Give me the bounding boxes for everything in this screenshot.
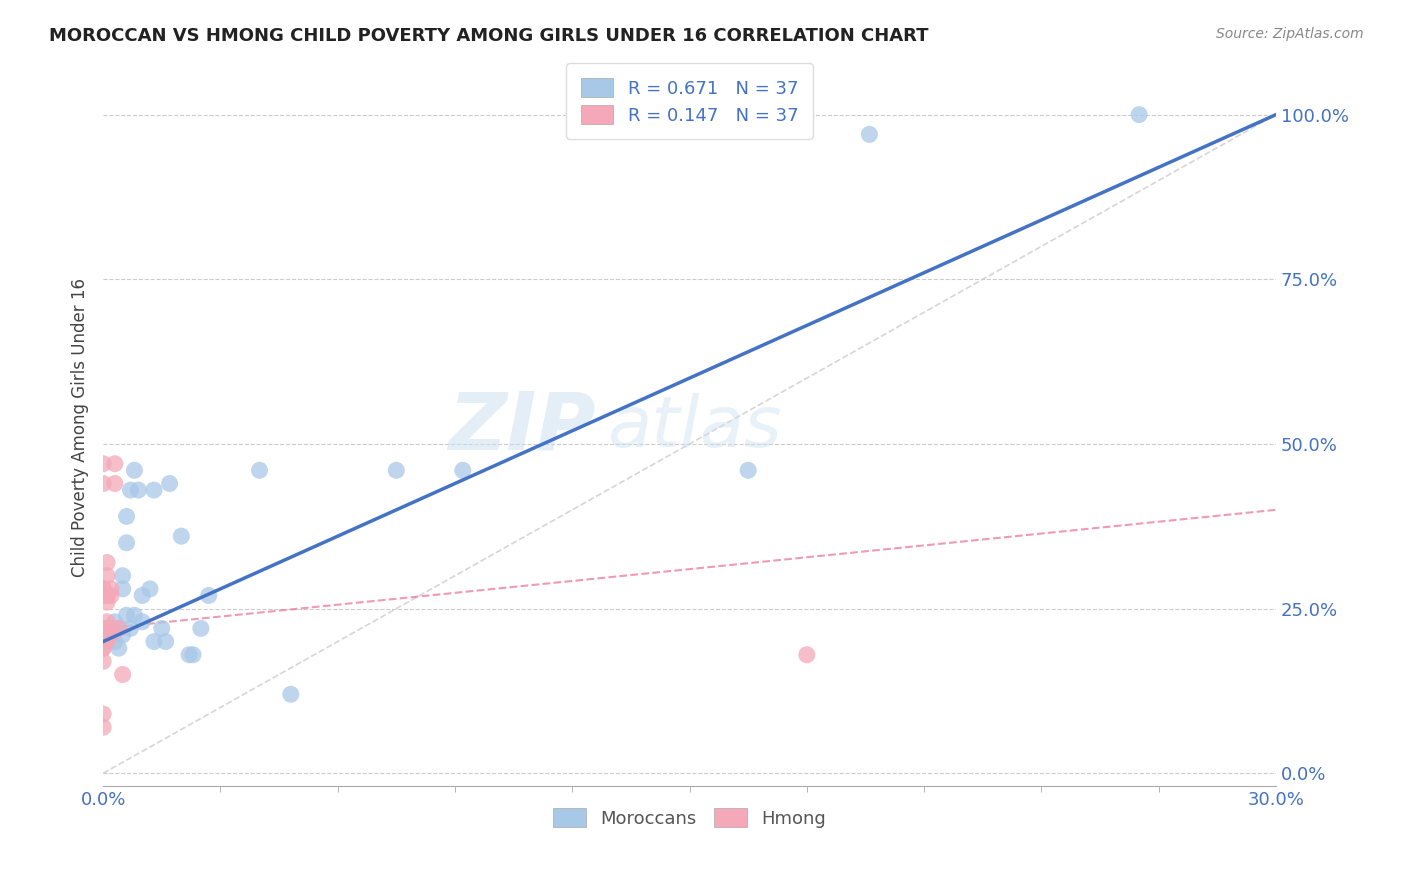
Point: [100, 621, 122, 635]
Text: ZIP: ZIP: [449, 389, 596, 467]
Point: [91, 621, 114, 635]
Point: [91, 476, 114, 491]
Point: [1128, 108, 1150, 122]
Point: [91, 720, 114, 734]
Point: [120, 621, 142, 635]
Text: Source: ZipAtlas.com: Source: ZipAtlas.com: [1216, 27, 1364, 41]
Point: [96, 568, 118, 582]
Point: [115, 509, 138, 524]
Point: [91, 621, 114, 635]
Point: [120, 483, 142, 497]
Point: [91, 634, 114, 648]
Point: [91, 628, 114, 642]
Point: [249, 463, 271, 477]
Point: [107, 641, 129, 656]
Point: [155, 634, 177, 648]
Point: [111, 667, 134, 681]
Point: [91, 634, 114, 648]
Point: [96, 621, 118, 635]
Point: [91, 621, 114, 635]
Point: [385, 463, 408, 477]
Point: [104, 476, 127, 491]
Text: atlas: atlas: [607, 393, 782, 462]
Point: [100, 582, 122, 596]
Point: [91, 628, 114, 642]
Point: [111, 568, 134, 582]
Point: [131, 615, 153, 629]
Y-axis label: Child Poverty Among Girls Under 16: Child Poverty Among Girls Under 16: [72, 278, 89, 577]
Point: [451, 463, 474, 477]
Point: [104, 615, 127, 629]
Point: [96, 589, 118, 603]
Point: [91, 457, 114, 471]
Point: [131, 589, 153, 603]
Point: [91, 641, 114, 656]
Text: MOROCCAN VS HMONG CHILD POVERTY AMONG GIRLS UNDER 16 CORRELATION CHART: MOROCCAN VS HMONG CHILD POVERTY AMONG GI…: [49, 27, 929, 45]
Point: [96, 615, 118, 629]
Point: [91, 641, 114, 656]
Point: [280, 687, 302, 701]
Point: [100, 628, 122, 642]
Point: [142, 483, 165, 497]
Point: [96, 621, 118, 635]
Point: [100, 621, 122, 635]
Point: [91, 654, 114, 668]
Point: [111, 582, 134, 596]
Point: [115, 535, 138, 549]
Point: [139, 582, 162, 596]
Point: [104, 457, 127, 471]
Point: [115, 608, 138, 623]
Point: [159, 476, 181, 491]
Point: [91, 582, 114, 596]
Point: [124, 463, 146, 477]
Point: [96, 628, 118, 642]
Point: [190, 621, 212, 635]
Point: [858, 128, 880, 142]
Point: [111, 628, 134, 642]
Point: [170, 529, 193, 543]
Point: [96, 556, 118, 570]
Point: [91, 582, 114, 596]
Point: [127, 483, 149, 497]
Point: [197, 589, 219, 603]
Point: [104, 634, 127, 648]
Point: [96, 628, 118, 642]
Point: [96, 589, 118, 603]
Point: [124, 608, 146, 623]
Point: [107, 621, 129, 635]
Point: [142, 634, 165, 648]
Point: [96, 634, 118, 648]
Point: [91, 589, 114, 603]
Point: [150, 621, 173, 635]
Point: [179, 648, 201, 662]
Point: [796, 648, 818, 662]
Legend: Moroccans, Hmong: Moroccans, Hmong: [546, 800, 834, 835]
Point: [91, 706, 114, 721]
Point: [107, 621, 129, 635]
Point: [91, 582, 114, 596]
Point: [737, 463, 759, 477]
Point: [96, 595, 118, 609]
Point: [100, 589, 122, 603]
Point: [181, 648, 204, 662]
